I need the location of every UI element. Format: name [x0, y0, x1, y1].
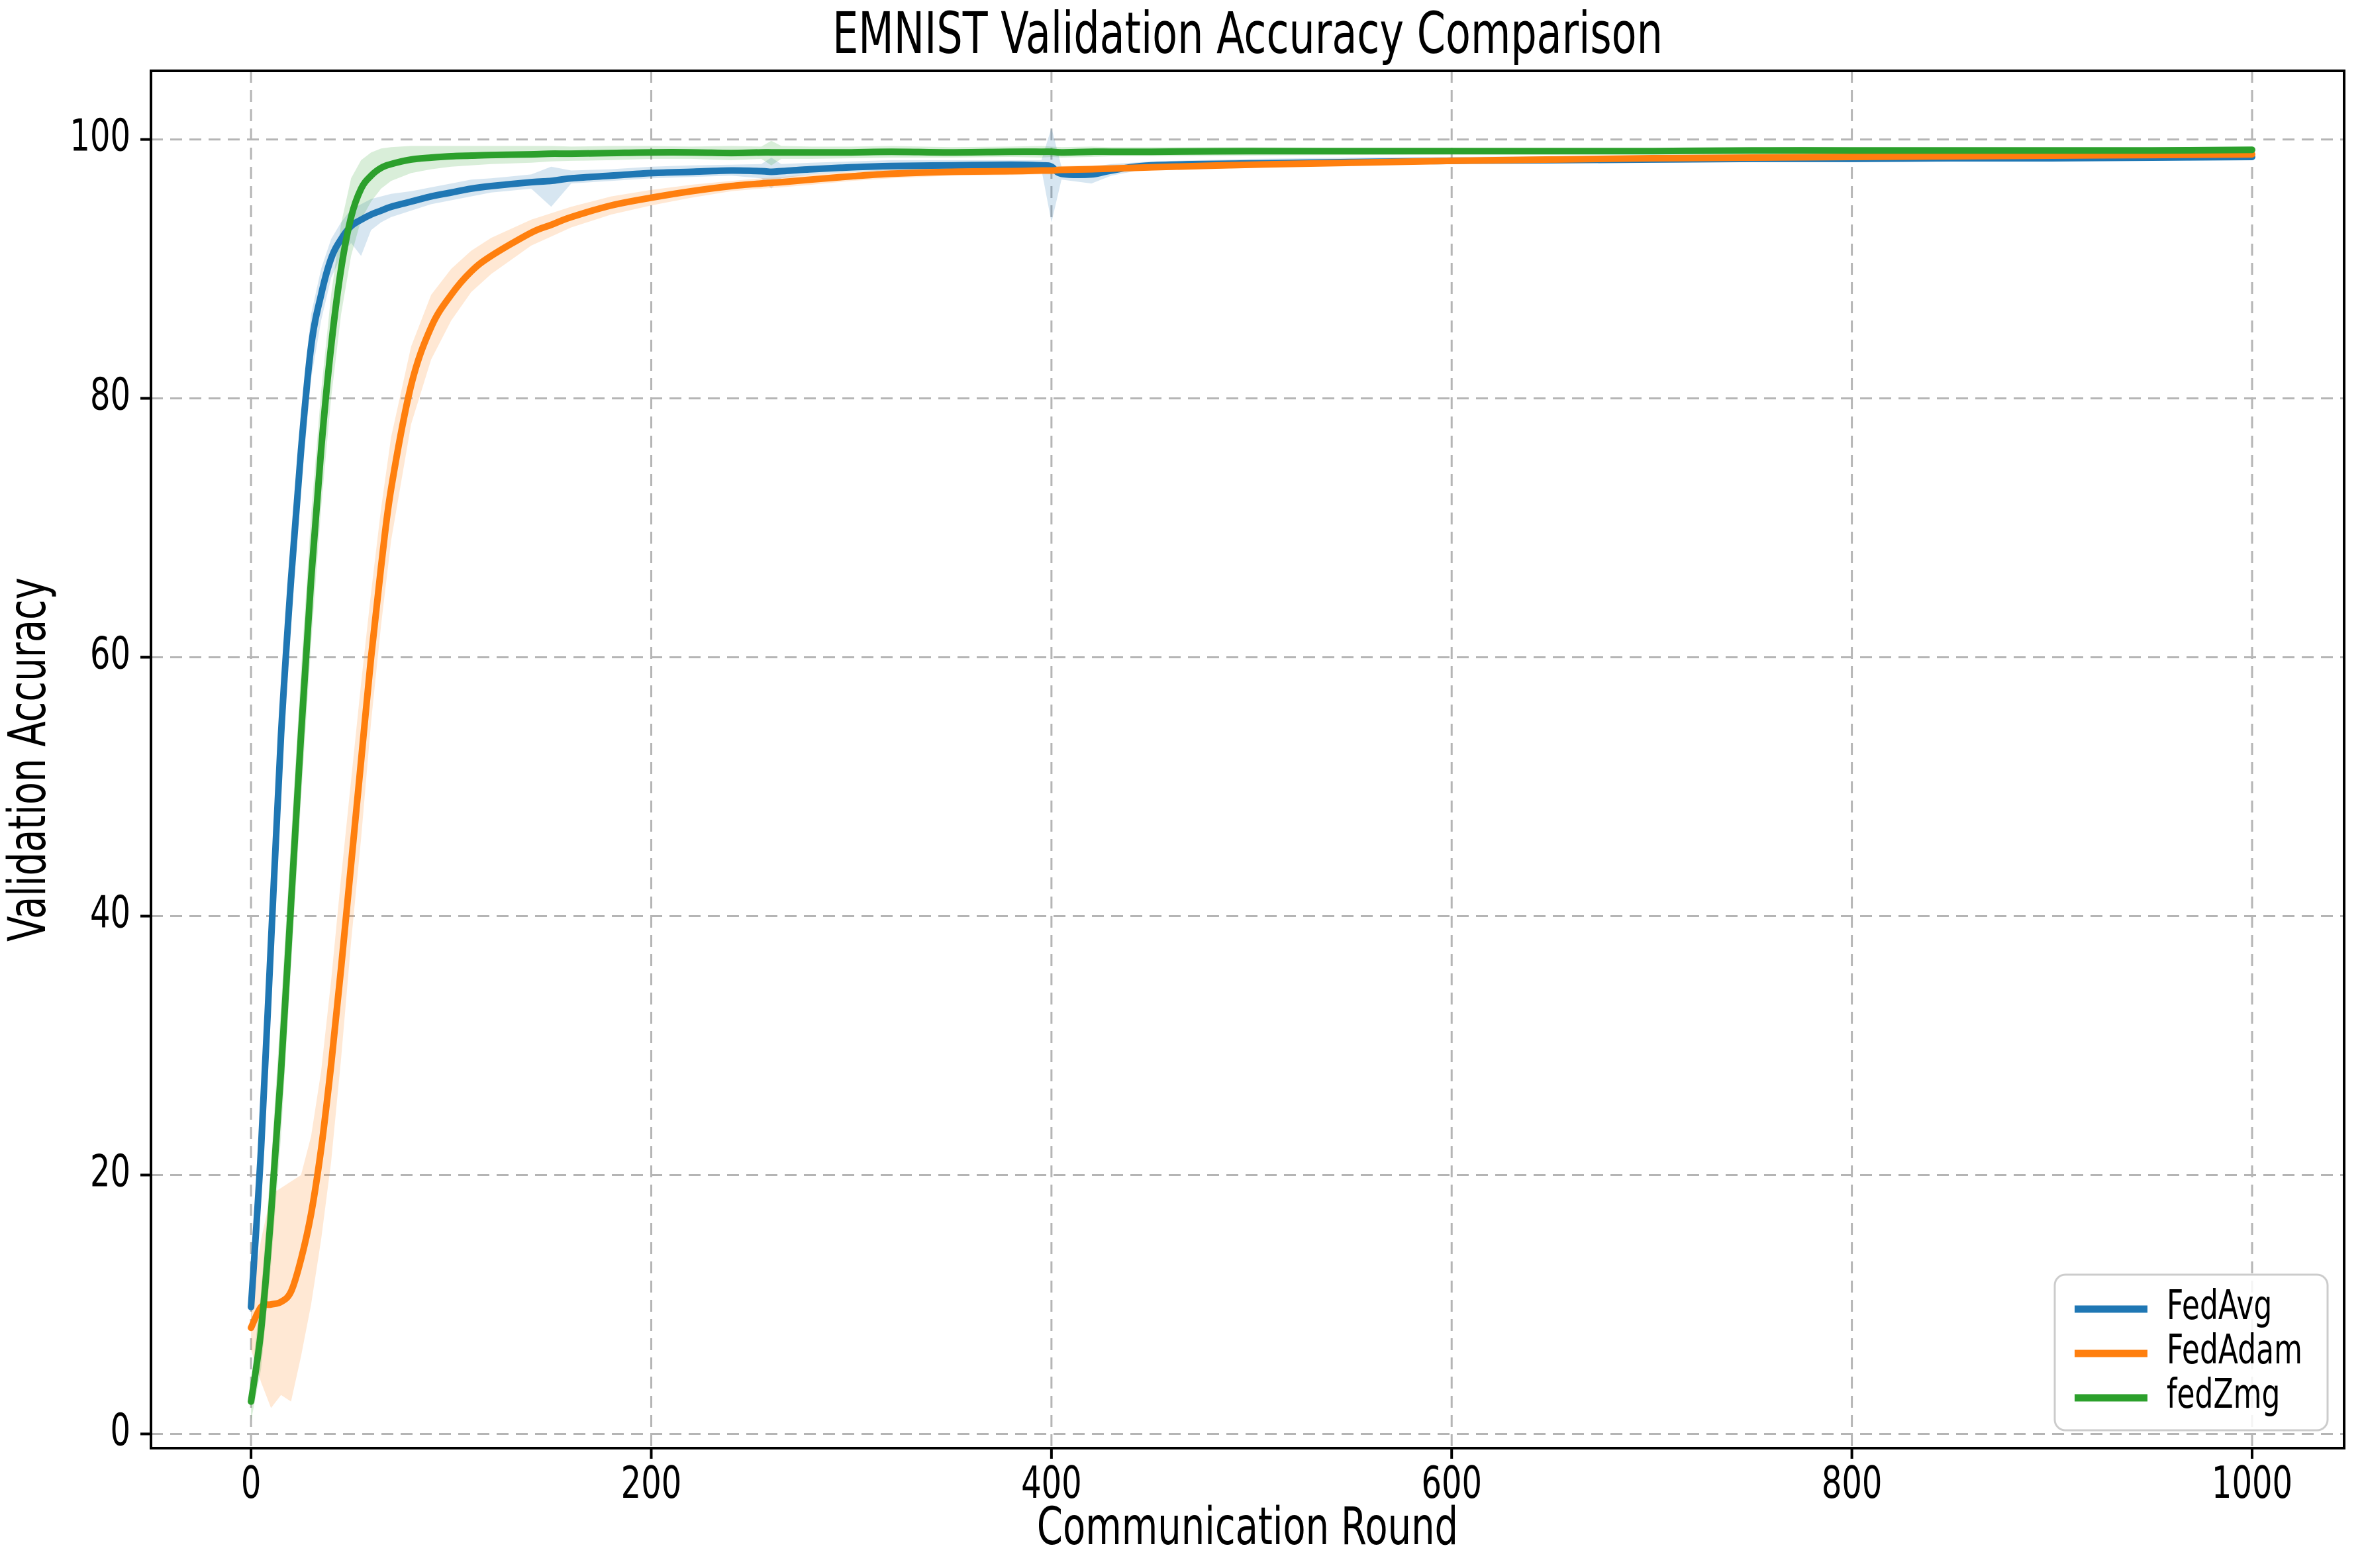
confidence-band-fedadam: [251, 152, 2252, 1408]
confidence-band-fedzmg: [251, 140, 2252, 1421]
legend: FedAvg FedAdam fedZmg: [2053, 1273, 2329, 1432]
x-tick-label: 600: [1421, 1457, 1482, 1508]
series-line-fedavg: [248, 154, 2255, 1310]
series-line-fedadam: [248, 151, 2255, 1332]
legend-entry-fedzmg: fedZmg: [2075, 1369, 2280, 1418]
x-tick-label: 0: [241, 1457, 262, 1508]
legend-entry-fedadam: FedAdam: [2075, 1325, 2302, 1373]
x-tick-label: 200: [621, 1457, 682, 1508]
y-tick-label: 80: [90, 368, 130, 420]
x-axis-label: Communication Round: [1037, 1497, 1458, 1557]
y-tick-label: 0: [110, 1404, 130, 1455]
x-tick-label: 1000: [2212, 1457, 2292, 1508]
plot-border: [150, 70, 2345, 1449]
y-axis-label: Validation Accuracy: [0, 577, 58, 942]
y-axis-ticks: 0 20 40 60 80 100: [70, 109, 151, 1456]
legend-label-fedzmg: fedZmg: [2167, 1369, 2280, 1417]
series-lines: [248, 146, 2255, 1405]
x-tick-label: 800: [1822, 1457, 1883, 1508]
series-line-fedzmg: [248, 146, 2255, 1405]
y-tick-label: 60: [90, 627, 130, 679]
chart-title: EMNIST Validation Accuracy Comparison: [832, 0, 1663, 67]
x-tick-label: 400: [1021, 1457, 1082, 1508]
x-axis-ticks: 0 200 400 600 800 1000: [241, 1448, 2292, 1508]
legend-entry-fedavg: FedAvg: [2075, 1281, 2272, 1329]
legend-label-fedadam: FedAdam: [2167, 1325, 2302, 1373]
confidence-bands: [251, 128, 2252, 1421]
confidence-band-fedavg: [251, 128, 2252, 1324]
y-tick-label: 40: [90, 886, 130, 938]
grid-lines: [151, 71, 2344, 1448]
y-tick-label: 20: [90, 1145, 130, 1197]
legend-box: [2053, 1273, 2329, 1432]
legend-label-fedavg: FedAvg: [2167, 1281, 2272, 1328]
y-tick-label: 100: [70, 109, 130, 161]
